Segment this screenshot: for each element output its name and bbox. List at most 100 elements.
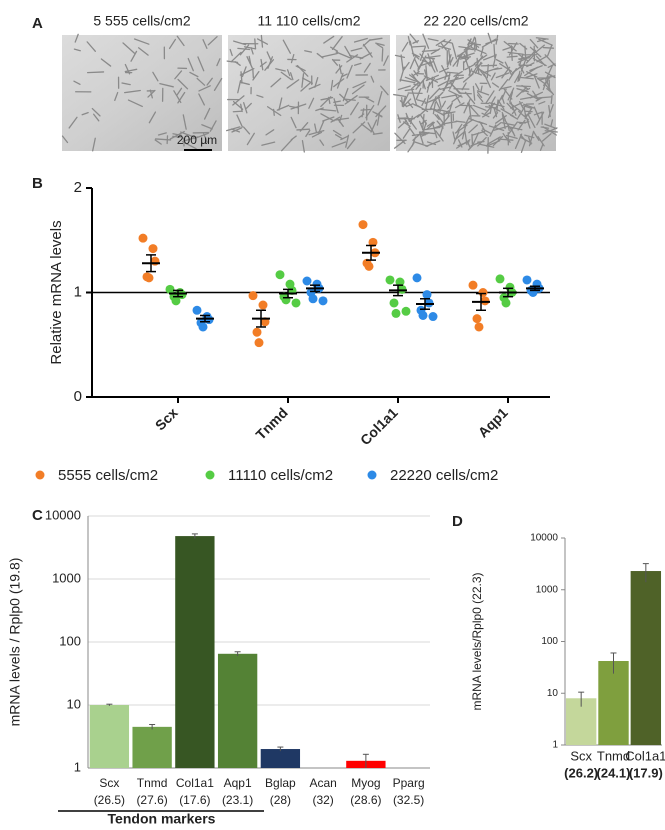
x-tick-label: Tnmd (137, 776, 168, 790)
x-tick-label: Scx (570, 748, 592, 763)
legend-marker (36, 471, 45, 480)
data-point (365, 262, 374, 271)
legend-marker (368, 471, 377, 480)
data-point (496, 274, 505, 283)
y-tick-label: 100 (59, 633, 81, 648)
annotation: Tendon markers (108, 811, 216, 825)
data-point (413, 273, 422, 282)
x-tick-label: Col1a1 (625, 748, 665, 763)
panel-label: A (32, 15, 43, 32)
micrographs (62, 33, 557, 153)
x-tick-label: Scx (99, 776, 119, 790)
data-point (502, 298, 511, 307)
ct-label: (26.5) (94, 793, 125, 807)
panel-label: B (32, 175, 43, 192)
image-caption: 22 220 cells/cm2 (423, 13, 528, 29)
data-point (319, 296, 328, 305)
data-point (469, 281, 478, 290)
y-tick-label: 100 (541, 636, 558, 647)
ct-label: (17.9) (629, 765, 663, 780)
data-point (193, 306, 202, 315)
bar (218, 654, 257, 768)
image-caption: 11 110 cells/cm2 (258, 13, 361, 29)
data-point (282, 295, 291, 304)
panel-label: D (452, 513, 463, 530)
cell (460, 93, 472, 94)
data-point (359, 220, 368, 229)
legend-label: 5555 cells/cm2 (58, 467, 158, 484)
bar (90, 705, 129, 768)
bar (132, 727, 171, 768)
image-caption: 5 555 cells/cm2 (93, 13, 190, 29)
data-point (419, 311, 428, 320)
data-point (255, 338, 264, 347)
data-point (429, 312, 438, 321)
data-point (425, 298, 434, 307)
cell (412, 46, 425, 47)
legend-label: 22220 cells/cm2 (390, 467, 498, 484)
cell (517, 86, 531, 87)
ct-label: (17.6) (179, 793, 210, 807)
data-point (205, 315, 214, 324)
cell (255, 39, 256, 49)
y-tick-label: 1 (74, 759, 81, 774)
ct-label: (28) (270, 793, 291, 807)
scale-bar-label: 200 µm (177, 133, 217, 147)
data-point (479, 288, 488, 297)
data-point (149, 244, 158, 253)
data-point (390, 298, 399, 307)
y-tick-label: 1 (74, 283, 82, 300)
y-tick-label: 1000 (52, 570, 81, 585)
x-tick-label: Col1a1 (176, 776, 214, 790)
y-tick-label: 10 (547, 688, 559, 699)
ct-label: (23.1) (222, 793, 253, 807)
cell (361, 109, 370, 110)
y-axis-label: mRNA levels/Rplp0 (22.3) (470, 572, 484, 710)
cell (494, 44, 495, 58)
ct-label: (32.5) (393, 793, 424, 807)
ct-label: (24.1) (597, 765, 631, 780)
data-point (303, 277, 312, 286)
y-axis-label: Relative mRNA levels (48, 220, 65, 364)
x-tick-label: Pparg (393, 776, 425, 790)
cell (88, 72, 104, 73)
data-point (145, 273, 154, 282)
cell (507, 56, 517, 57)
data-point (172, 296, 181, 305)
bar (261, 749, 300, 768)
x-tick-label: Aqp1 (224, 776, 252, 790)
data-point (473, 314, 482, 323)
data-point (249, 291, 258, 300)
x-tick-label: Tnmd (252, 404, 290, 442)
data-point (199, 322, 208, 331)
data-point (398, 285, 407, 294)
cell (451, 113, 452, 128)
y-tick-label: 0 (74, 388, 82, 405)
x-tick-label: Bglap (265, 776, 296, 790)
data-point (386, 275, 395, 284)
legend-marker (206, 471, 215, 480)
bar (598, 661, 628, 745)
cell (467, 48, 468, 58)
x-tick-label: Col1a1 (357, 404, 401, 448)
x-tick-label: Scx (152, 404, 181, 433)
y-tick-label: 10000 (45, 507, 81, 522)
y-tick-label: 2 (74, 179, 82, 196)
x-tick-label: Aqp1 (475, 404, 511, 440)
cell (474, 44, 475, 52)
ct-label: (27.6) (136, 793, 167, 807)
panel-label: C (32, 507, 43, 524)
ct-label: (28.6) (350, 793, 381, 807)
y-tick-label: 1000 (536, 584, 559, 595)
legend-label: 11110 cells/cm2 (228, 467, 333, 484)
data-point (276, 270, 285, 279)
data-point (475, 322, 484, 331)
data-point (309, 294, 318, 303)
data-point (423, 290, 432, 299)
cell (551, 95, 552, 103)
data-point (529, 288, 538, 297)
data-point (139, 234, 148, 243)
x-tick-label: Myog (351, 776, 380, 790)
data-point (292, 298, 301, 307)
